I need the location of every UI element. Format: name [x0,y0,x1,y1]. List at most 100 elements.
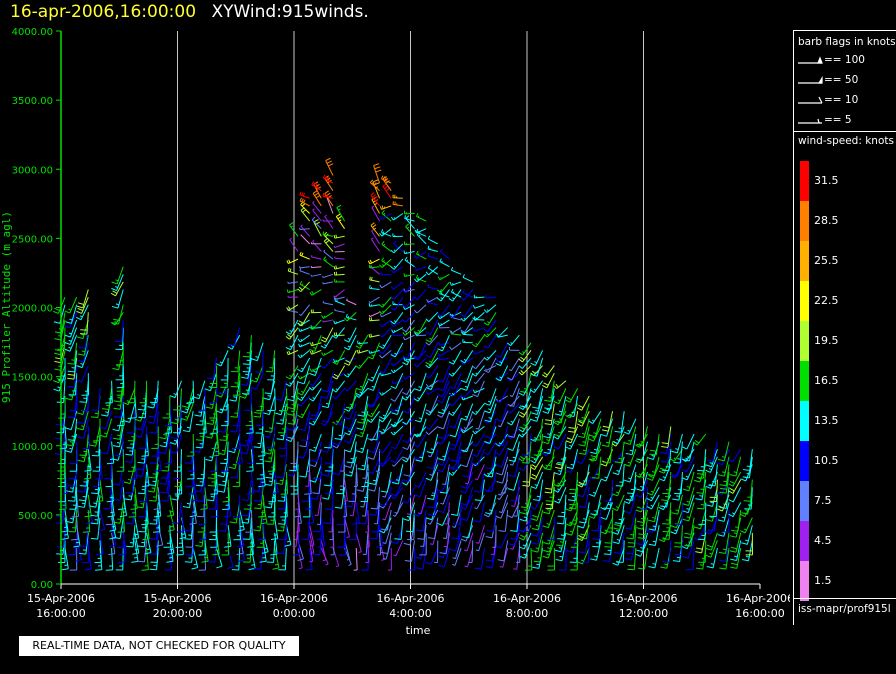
wind-barb [187,456,195,480]
barb-staff [111,502,114,525]
wind-barb [403,210,415,215]
wind-barb [474,547,485,570]
barb-flag [557,462,565,464]
barb-flag [181,417,187,421]
barb-staff [418,342,427,359]
wind-barb [460,471,474,489]
barb-half-flag [557,498,561,501]
wind-barb [662,540,672,563]
barb-staff [422,509,427,531]
wind-barb [544,388,555,410]
barb-staff [189,411,194,432]
barb-staff [405,296,415,308]
barb-flag [496,443,503,446]
barb-flag [298,328,301,332]
barb-flag [590,558,597,561]
barb-staff [451,327,462,334]
barb-half-flag [418,386,422,389]
barb-flag [627,492,635,495]
barb-half-flag [382,264,385,267]
wind-barb [367,373,381,391]
barb-flag [297,392,303,396]
barb-flag [310,459,318,463]
barb-flag [390,249,395,254]
wind-barb [335,213,346,229]
wind-barb [425,319,439,336]
barb-flag [448,447,455,451]
barb-flag [426,298,429,303]
wind-barb [182,411,194,433]
wind-barb [483,327,497,338]
barb-staff [282,403,287,425]
barb-flag [205,458,212,462]
barb-half-flag [405,332,408,335]
barb-half-flag [616,469,620,472]
barb-staff [427,255,438,260]
barb-staff [238,548,241,570]
barb-staff [594,418,602,438]
barb-flag [518,433,523,438]
wind-barb [495,388,509,404]
barb-half-flag [169,510,174,513]
barb-half-flag [640,485,644,488]
barb-flag [579,483,586,486]
barb-staff [528,509,532,532]
wind-barb [614,502,625,525]
barb-flag [612,562,619,566]
barb-flag [344,440,350,444]
barb-flag [240,383,248,386]
barb-half-flag [111,525,116,528]
barb-half-flag [394,422,398,425]
barb-staff [381,372,392,377]
barb-staff [312,209,322,222]
wind-barb [378,418,392,434]
wind-barb [309,540,314,563]
barb-flag [497,559,505,562]
wind-barb [518,357,532,369]
barb-flag [437,441,442,445]
barb-flag [484,402,490,406]
wind-barb [416,231,427,245]
wind-barb [391,464,404,485]
barb-flag [176,553,184,556]
wind-barb [475,532,485,552]
barb-flag [308,382,314,387]
barb-half-flag [570,463,574,466]
barb-flag [156,544,163,547]
barb-flag [543,549,550,553]
wind-barb [437,273,450,281]
wind-barb [334,403,346,425]
wind-barb [361,464,369,488]
barb-flag [518,392,524,396]
barb-staff [464,304,474,318]
barb-flag [287,436,294,440]
barb-staff [381,349,392,359]
wind-barb [126,525,136,548]
wind-barb [544,403,555,426]
barb-flag [137,560,145,563]
barb-half-flag [291,403,296,406]
barb-staff [145,479,148,502]
barb-half-flag [581,416,585,419]
barb-half-flag [69,318,73,321]
barb-half-flag [393,217,396,220]
wind-barb [449,532,462,552]
wind-barb [247,441,255,465]
barb-staff [456,441,462,462]
wind-barb [437,373,450,392]
wind-barb [110,312,124,326]
wind-barb [343,380,357,392]
barb-flag [460,331,464,335]
wind-barb [390,243,404,254]
wind-barb [297,380,311,396]
wind-barb [518,365,532,376]
barb-flag [332,335,337,339]
wind-barb [258,494,266,518]
barb-staff [246,426,252,447]
wind-barb [579,517,590,540]
wind-barb [266,502,276,525]
barb-flag [161,477,169,479]
barb-staff [204,502,207,525]
barb-flag [565,440,572,444]
wind-barb [567,395,579,418]
